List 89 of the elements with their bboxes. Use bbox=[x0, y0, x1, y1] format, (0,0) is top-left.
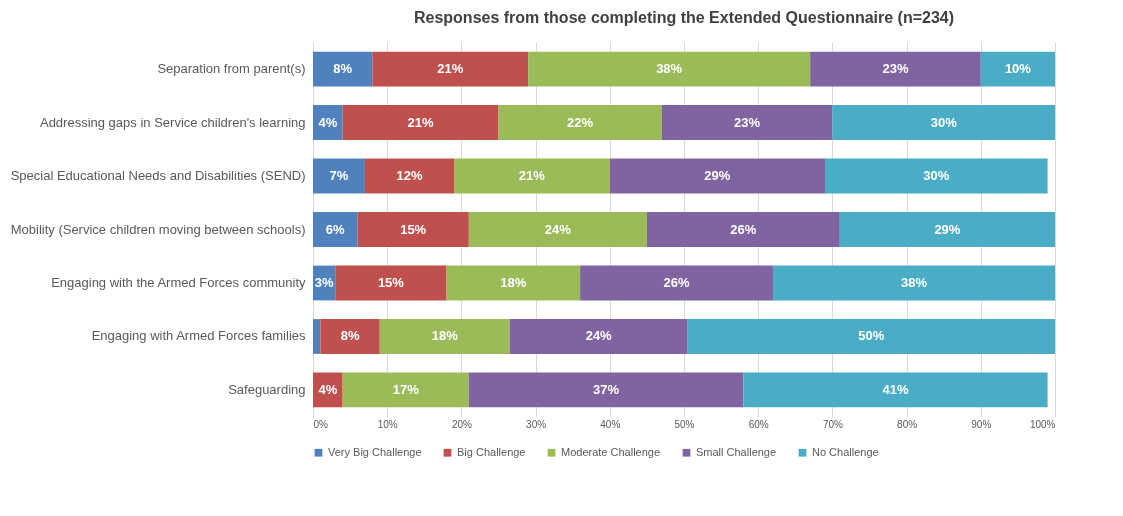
y-tick-label: Engaging with Armed Forces families bbox=[91, 328, 306, 344]
y-tick-label: Separation from parent(s) bbox=[157, 61, 306, 77]
x-tick-label: 80% bbox=[897, 418, 918, 430]
data-label: 41% bbox=[882, 381, 909, 397]
bar bbox=[468, 212, 647, 247]
chart-title: Responses from those completing the Extended Questionnaire (n=234) bbox=[413, 9, 955, 26]
data-label: 18% bbox=[431, 328, 459, 344]
x-tick-label: 90% bbox=[971, 418, 992, 430]
data-label: 3% bbox=[314, 274, 334, 290]
data-label: 12% bbox=[396, 168, 423, 183]
data-label: 8% bbox=[333, 61, 353, 77]
x-tick-label: 30% bbox=[526, 418, 547, 430]
bar bbox=[661, 105, 833, 140]
x-tick-label: 50% bbox=[674, 418, 695, 430]
x-tick-label: 0% bbox=[313, 418, 329, 430]
bar bbox=[313, 158, 365, 194]
bar bbox=[528, 51, 811, 87]
legend-label: Very Big Challenge bbox=[328, 445, 422, 458]
data-label: 30% bbox=[930, 114, 958, 130]
data-label: 17% bbox=[392, 381, 420, 397]
x-tick-label: 70% bbox=[822, 418, 844, 430]
x-tick-label: 40% bbox=[600, 418, 621, 430]
data-label: 24% bbox=[544, 221, 572, 237]
x-tick-label: 100% bbox=[1029, 418, 1056, 430]
bar bbox=[379, 319, 510, 354]
bar bbox=[646, 212, 840, 247]
bar bbox=[824, 158, 1048, 194]
y-tick-label: Addressing gaps in Service children's learning bbox=[39, 114, 306, 130]
data-label: 6% bbox=[325, 221, 346, 237]
data-label: 23% bbox=[882, 61, 909, 77]
data-label: 30% bbox=[923, 168, 950, 183]
data-label: 18% bbox=[500, 274, 527, 290]
data-label: 26% bbox=[663, 274, 691, 290]
y-tick-label: Safeguarding bbox=[228, 381, 306, 397]
bar bbox=[609, 158, 825, 194]
data-label: 38% bbox=[901, 274, 928, 290]
y-tick-label: Engaging with the Armed Forces community bbox=[51, 274, 306, 290]
bar bbox=[509, 319, 688, 354]
bar bbox=[357, 212, 469, 247]
bar bbox=[773, 265, 1055, 301]
data-label: 29% bbox=[704, 168, 731, 183]
bar bbox=[335, 265, 447, 301]
data-label: 4% bbox=[318, 114, 338, 130]
data-label: 23% bbox=[734, 114, 761, 130]
legend-label: Big Challenge bbox=[457, 445, 526, 458]
data-label: 29% bbox=[934, 221, 961, 237]
bar bbox=[980, 51, 1055, 87]
bar bbox=[687, 319, 1055, 354]
legend-label: Small Challenge bbox=[696, 445, 777, 458]
bar bbox=[498, 105, 662, 140]
bar bbox=[342, 372, 469, 408]
bar bbox=[832, 105, 1055, 140]
legend-label: Moderate Challenge bbox=[561, 445, 661, 458]
bar bbox=[320, 319, 380, 354]
data-label: 21% bbox=[518, 168, 546, 183]
data-label: 37% bbox=[593, 381, 620, 397]
x-tick-label: 60% bbox=[748, 418, 769, 430]
data-label: 15% bbox=[400, 221, 427, 237]
legend-label: No Challenge bbox=[812, 445, 879, 458]
data-label: 50% bbox=[858, 328, 885, 344]
data-label: 8% bbox=[340, 328, 360, 344]
data-label: 21% bbox=[407, 114, 435, 130]
x-tick-label: 10% bbox=[377, 418, 398, 430]
data-label: 38% bbox=[656, 61, 683, 77]
bar bbox=[810, 51, 981, 87]
x-tick-label: 20% bbox=[451, 418, 473, 430]
bar bbox=[313, 212, 358, 247]
data-label: 21% bbox=[437, 61, 464, 77]
data-label: 4% bbox=[318, 381, 338, 397]
data-label: 15% bbox=[377, 274, 405, 290]
bar bbox=[580, 265, 774, 301]
bar bbox=[453, 158, 610, 194]
data-label: 26% bbox=[730, 221, 757, 237]
bar bbox=[342, 105, 499, 140]
bar bbox=[372, 51, 529, 87]
bar bbox=[313, 51, 373, 87]
data-label: 24% bbox=[585, 328, 613, 344]
bar bbox=[743, 372, 1048, 408]
y-tick-label: Mobility (Service children moving between schools) bbox=[10, 221, 306, 237]
data-label: 22% bbox=[567, 114, 594, 130]
data-label: 7% bbox=[329, 168, 349, 183]
bar bbox=[313, 105, 343, 140]
bar bbox=[468, 372, 744, 408]
y-tick-label: Special Educational Needs and Disabilities (SEND) bbox=[10, 168, 306, 183]
bar bbox=[446, 265, 581, 301]
data-label: 10% bbox=[1004, 61, 1032, 77]
bar bbox=[364, 158, 454, 194]
bar bbox=[839, 212, 1055, 247]
bar bbox=[313, 319, 321, 354]
